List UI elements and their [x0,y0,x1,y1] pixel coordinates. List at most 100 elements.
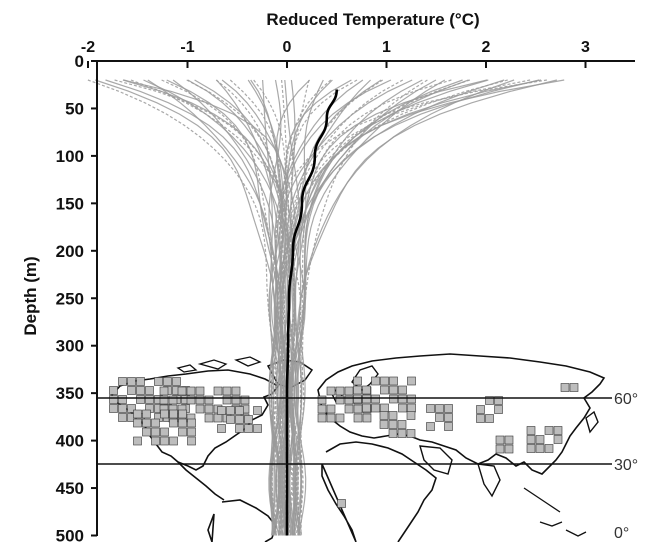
y-tick-label: 150 [56,194,84,213]
borehole-site-cell [426,404,435,413]
borehole-site-cell [195,395,205,405]
borehole-site-cell [195,386,205,396]
borehole-site-cell [380,403,389,413]
y-tick-label: 0 [75,52,84,71]
x-axis-ticks: -2 -1 0 1 2 3 [81,39,590,68]
latitude-label: 30° [614,457,638,474]
borehole-site-cell [380,376,389,386]
borehole-site-cell [178,427,187,437]
x-tick-label: 1 [382,39,391,56]
borehole-site-cell [526,444,536,453]
borehole-site-cell [109,395,118,404]
borehole-site-cell [118,395,127,404]
chart-axes [96,60,635,536]
y-tick-label: 100 [56,147,84,166]
borehole-site-cell [535,444,545,453]
y-tick-label: 350 [56,384,84,403]
borehole-site-cell [371,394,380,404]
borehole-site-cell [362,394,371,404]
borehole-profile-line [194,79,295,536]
borehole-site-cell [151,427,160,437]
borehole-site-cell [204,395,214,405]
borehole-site-cell [569,383,579,392]
borehole-profile-line [130,79,305,536]
borehole-site-cell [160,427,169,437]
borehole-site-cell [317,395,327,405]
borehole-site-cell [398,394,407,404]
borehole-site-cell [118,413,127,422]
borehole-site-cell [353,404,363,414]
borehole-site-cell [168,395,178,405]
borehole-site-cell [504,435,514,445]
borehole-profile-line [270,79,540,536]
y-tick-label: 250 [56,289,84,308]
borehole-site-cell [398,403,407,413]
borehole-site-cell [231,386,241,396]
borehole-site-cell [553,435,563,444]
borehole-site-cell [118,404,127,413]
y-tick-label: 400 [56,432,84,451]
borehole-site-cell [142,427,151,437]
borehole-site-cell [353,394,362,404]
borehole-site-cell [544,426,554,435]
borehole-site-cells [109,376,579,508]
borehole-site-cell [476,414,485,423]
borehole-site-cell [335,386,345,396]
borehole-site-cell [435,413,444,422]
borehole-site-cell [133,418,142,428]
borehole-profile-line [277,79,505,536]
borehole-site-cell [406,411,416,420]
borehole-site-cell [407,394,416,404]
borehole-site-cell [379,420,389,429]
borehole-profile-line [270,79,547,536]
borehole-site-cell [389,376,398,386]
borehole-site-cell [397,420,407,429]
borehole-site-cell [186,386,196,396]
borehole-site-cell [235,424,244,433]
borehole-site-cell [169,436,178,446]
borehole-site-cell [317,404,327,414]
borehole-site-cell [344,404,354,414]
borehole-site-cell [142,418,151,428]
borehole-site-cell [526,435,536,444]
borehole-site-cell [476,405,485,414]
map-japan [585,410,599,434]
borehole-profile-line [122,79,290,536]
borehole-site-cell [406,429,416,438]
borehole-site-cell [118,377,127,386]
x-tick-label: 2 [482,39,491,56]
borehole-site-cell [353,385,362,395]
borehole-profile-envelope [87,79,565,536]
borehole-site-cell [353,376,362,386]
borehole-site-cell [326,413,336,423]
borehole-profile-line [95,79,280,536]
borehole-site-cell [335,413,345,423]
borehole-site-cell [344,386,354,396]
borehole-site-cell [133,409,142,419]
borehole-site-cell [136,395,145,404]
map-arctic-islands [176,356,262,373]
borehole-site-cell [362,403,371,413]
map-india [477,463,501,498]
borehole-site-cell [326,404,336,414]
borehole-site-cell [142,409,151,419]
x-tick-label: 3 [581,39,590,56]
borehole-site-cell [172,377,181,386]
borehole-site-cell [240,395,250,405]
mean-temperature-profile [285,89,339,536]
y-tick-label: 200 [56,242,84,261]
borehole-site-cell [485,414,494,423]
borehole-site-cell [495,435,505,445]
borehole-site-cell [109,386,118,395]
borehole-site-cell [389,394,398,404]
borehole-site-cell [127,404,136,413]
borehole-site-cell [235,406,244,415]
borehole-site-cell [335,395,345,405]
borehole-site-cell [169,409,178,419]
borehole-site-cell [145,386,154,395]
borehole-site-cell [495,444,505,454]
borehole-site-cell [213,386,223,396]
borehole-site-cell [226,415,235,424]
